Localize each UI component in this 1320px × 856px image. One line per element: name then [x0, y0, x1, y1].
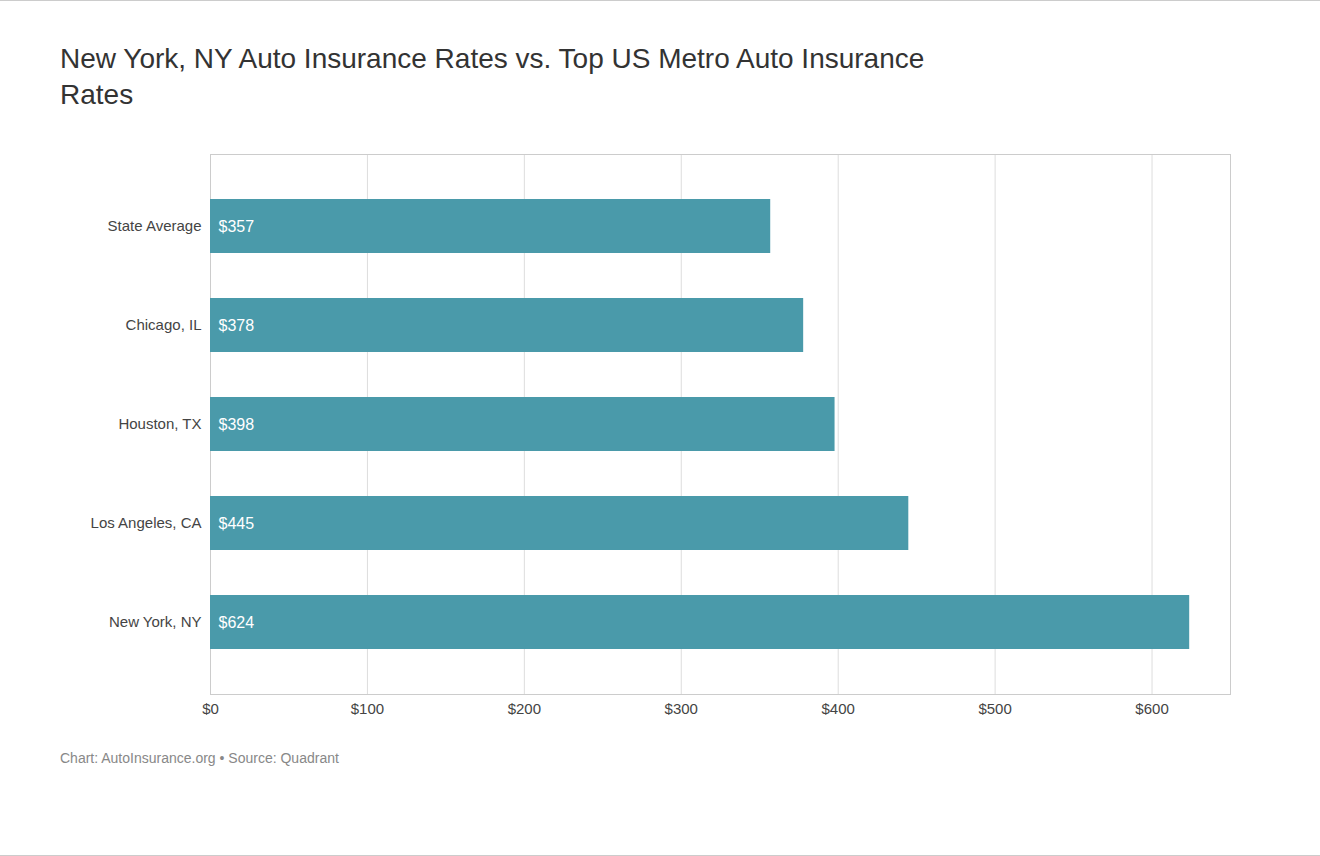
svg-text:$378: $378 [219, 316, 255, 333]
svg-text:$0: $0 [202, 700, 219, 717]
svg-text:New York, NY: New York, NY [109, 613, 202, 630]
svg-text:State Average: State Average [108, 217, 202, 234]
svg-text:$357: $357 [219, 217, 255, 234]
html-text:New York, NY Auto Insurance Ra: New York, NY Auto Insurance Rates vs. To… [60, 43, 925, 111]
svg-text:$500: $500 [978, 700, 1011, 717]
html-text:Chart: AutoInsurance.org • Sou: Chart: AutoInsurance.org • Source: Quadr… [60, 749, 339, 766]
svg-text:Los Angeles, CA: Los Angeles, CA [91, 514, 202, 531]
svg-text:Chicago, IL: Chicago, IL [126, 316, 202, 333]
svg-text:Houston, TX: Houston, TX [118, 415, 201, 432]
svg-text:$624: $624 [219, 613, 255, 630]
svg-text:$445: $445 [219, 514, 255, 531]
svg-text:$100: $100 [351, 700, 384, 717]
svg-text:$200: $200 [508, 700, 541, 717]
svg-text:$300: $300 [665, 700, 698, 717]
svg-text:$398: $398 [219, 415, 255, 432]
svg-text:$400: $400 [822, 700, 855, 717]
svg-text:$600: $600 [1135, 700, 1168, 717]
